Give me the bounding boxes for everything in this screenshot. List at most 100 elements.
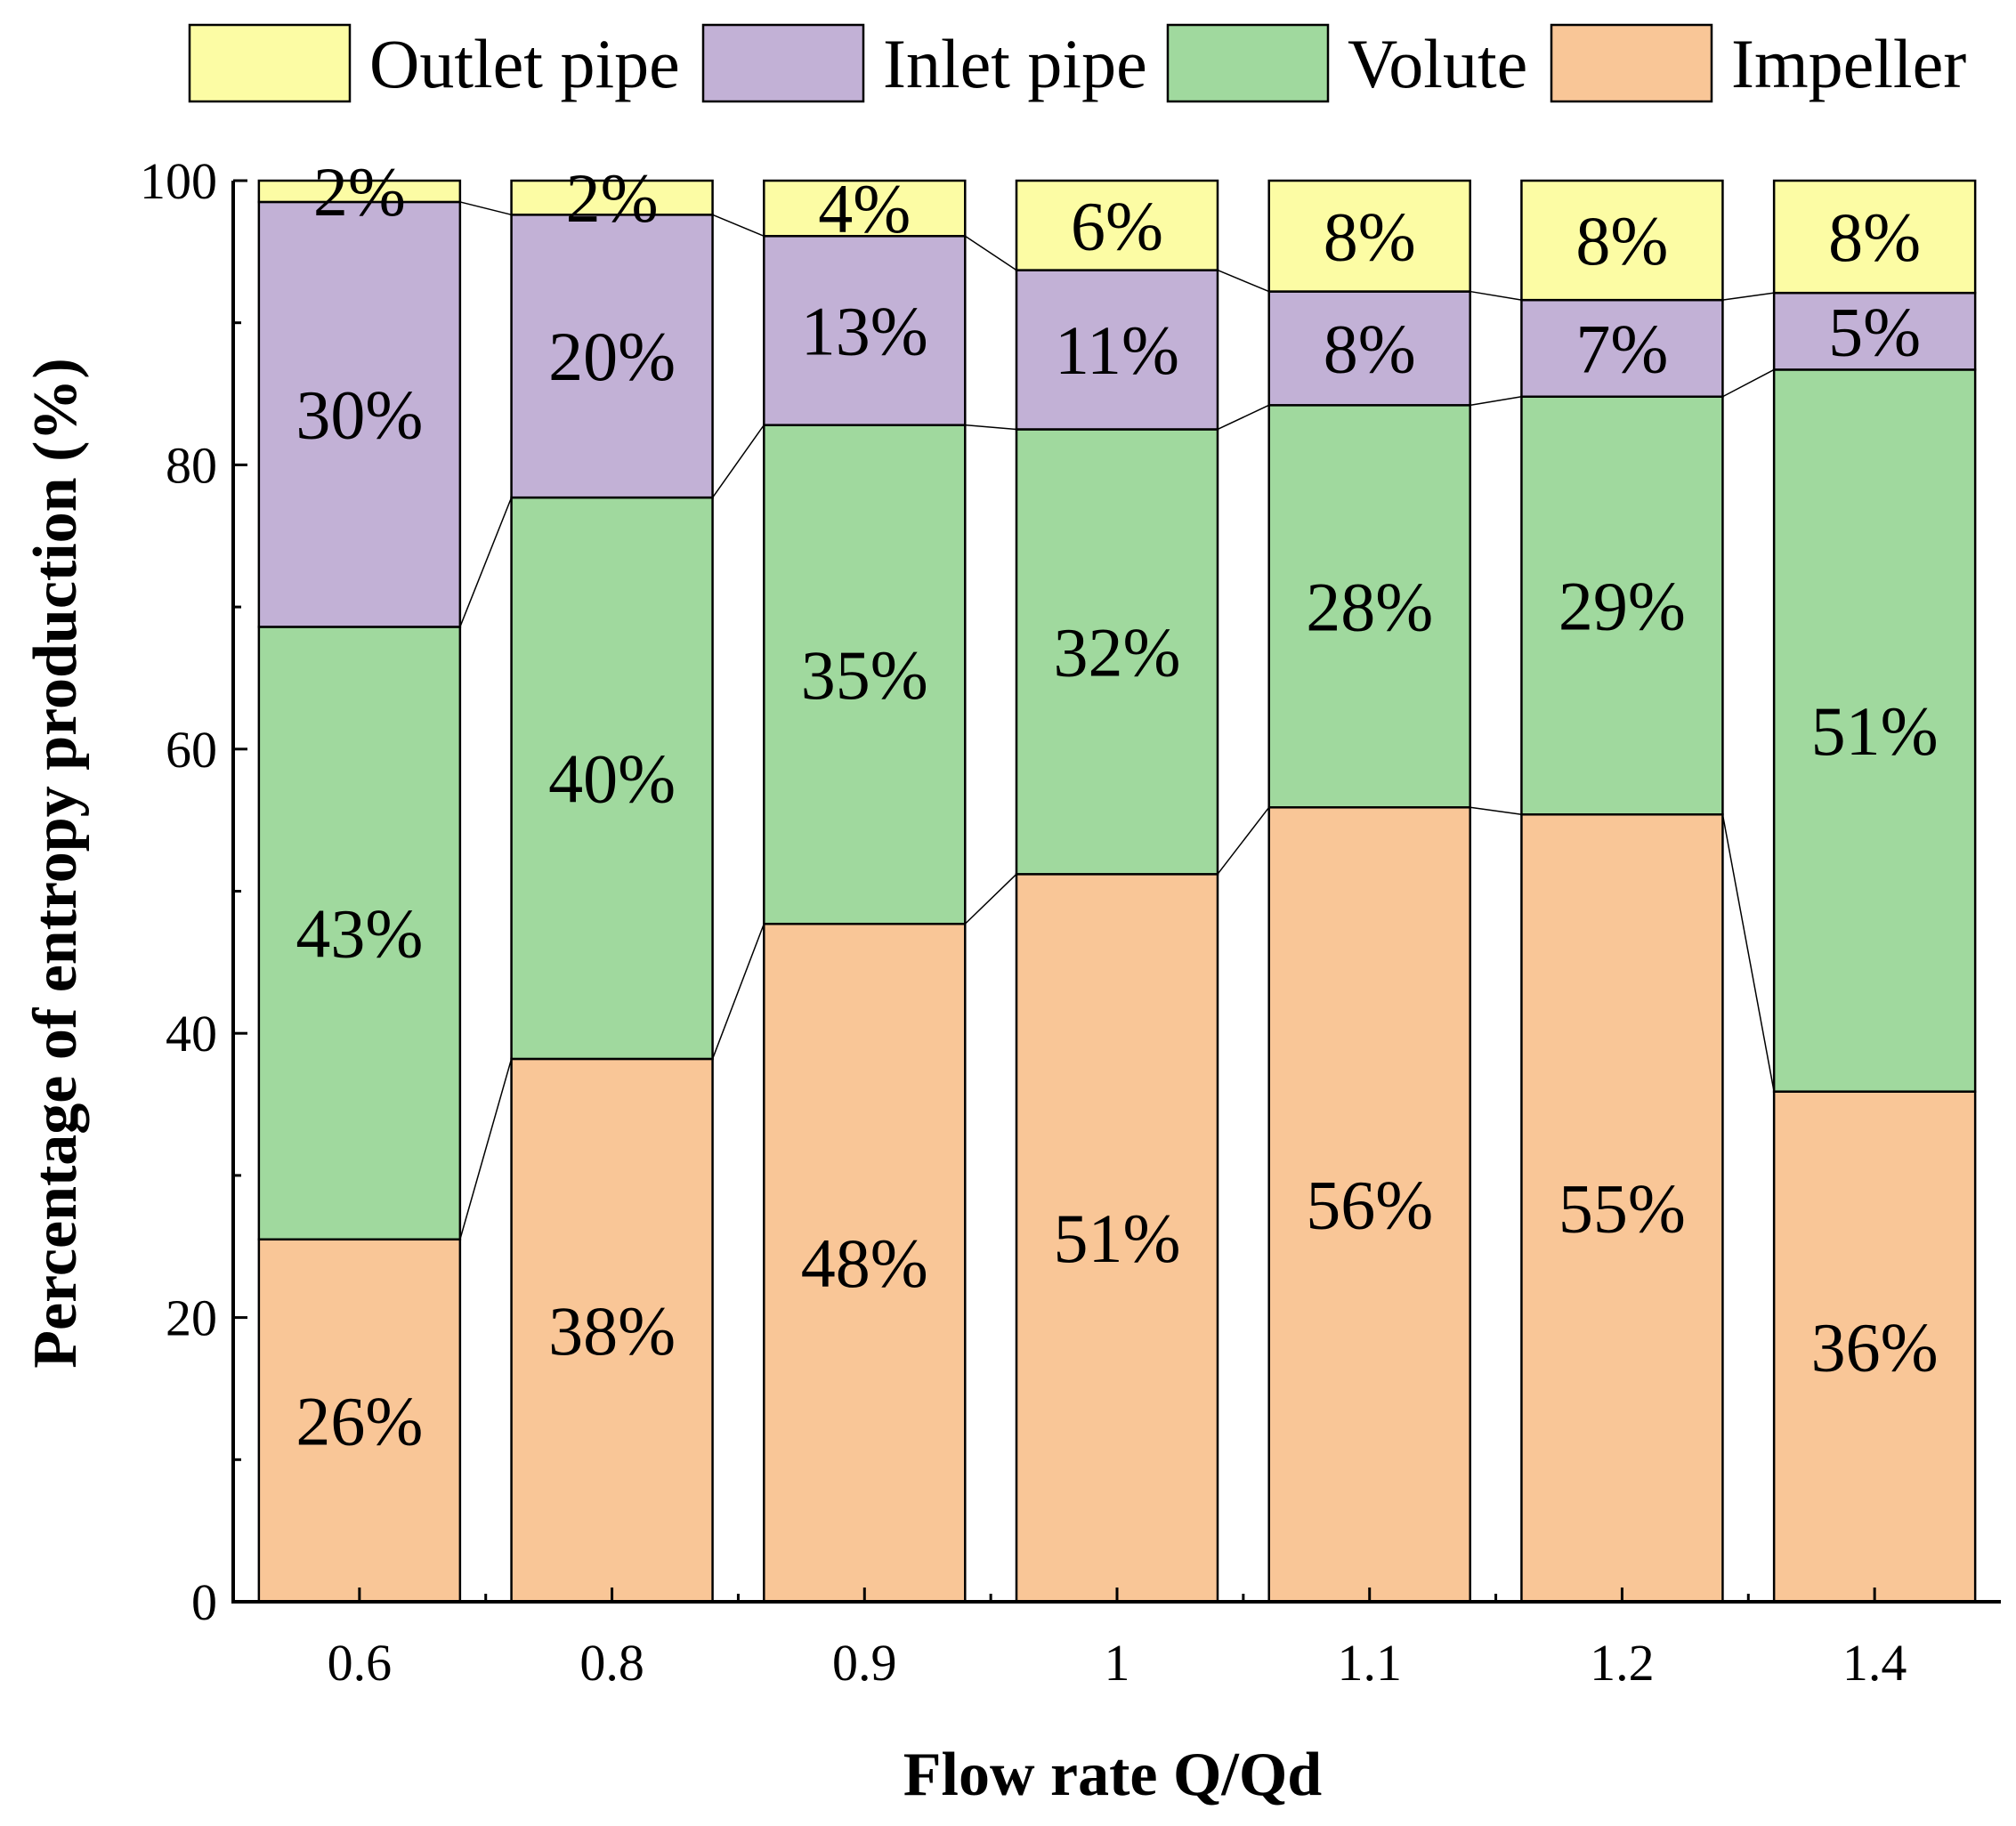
- connector-line: [459, 497, 513, 627]
- axes: 0 20 40 60 80 100 0.6 0.8 0.9 1 1.1 1.2 1.4: [140, 152, 2001, 1692]
- y-tick-label-40: 40: [166, 1005, 217, 1062]
- label-outlet-pipe-0.9: 4%: [818, 170, 911, 247]
- bar-outlet-pipe-1: [1015, 179, 1219, 271]
- label-volute-1.4: 51%: [1811, 692, 1939, 770]
- x-tick-label-0.8: 0.8: [579, 1634, 644, 1692]
- bar-outlet-pipe-1.1: [1267, 179, 1471, 293]
- bar-inlet-pipe-0.8: [510, 214, 714, 499]
- connector-line: [1721, 814, 1775, 1092]
- label-inlet-pipe-1: 11%: [1055, 311, 1179, 389]
- legend: Outlet pipe Inlet pipe Volute Impeller: [188, 23, 1966, 103]
- label-volute-1.2: 29%: [1559, 568, 1686, 645]
- label-volute-1: 32%: [1054, 613, 1181, 691]
- connector-line: [964, 873, 1017, 925]
- legend-swatch-impeller: [1550, 23, 1713, 103]
- connector-line: [1722, 368, 1775, 398]
- y-tick-label-20: 20: [166, 1289, 217, 1347]
- connector-line: [712, 214, 765, 237]
- connector-line: [1469, 806, 1522, 816]
- label-volute-1.1: 28%: [1306, 568, 1433, 645]
- legend-swatch-inlet-pipe: [701, 23, 865, 103]
- label-impeller-1.2: 55%: [1559, 1170, 1686, 1248]
- connector-line: [1722, 292, 1775, 301]
- connector-line: [1469, 290, 1522, 301]
- plot-area: 26% 38% 48% 51% 56% 55% 36% 43% 40% 35% 32% 28% 29% 5…: [140, 152, 2001, 1692]
- bar-volute-1.1: [1267, 404, 1471, 809]
- legend-swatch-outlet-pipe: [188, 23, 352, 103]
- bar-inlet-pipe-1.2: [1520, 298, 1724, 398]
- bar-volute-1.2: [1520, 395, 1724, 816]
- bar-volute-0.6: [257, 626, 462, 1241]
- bar-outlet-pipe-0.9: [763, 179, 967, 238]
- label-inlet-pipe-0.9: 13%: [801, 292, 928, 369]
- bar-volute-0.9: [763, 424, 967, 925]
- connector-line: [1217, 806, 1270, 875]
- bar-outlet-pipe-1.2: [1520, 179, 1724, 302]
- y-tick-label-0: 0: [191, 1573, 217, 1631]
- x-axis-title: Flow rate Q/Qd: [903, 1741, 1323, 1809]
- legend-label-impeller: Impeller: [1731, 25, 1966, 102]
- bar-outlet-pipe-0.6: [257, 179, 462, 204]
- bar-inlet-pipe-0.6: [257, 200, 462, 628]
- bar-inlet-pipe-1: [1015, 269, 1219, 431]
- x-tick-label-0.6: 0.6: [328, 1634, 393, 1692]
- bar-impeller-0.8: [510, 1057, 714, 1604]
- label-inlet-pipe-1.1: 8%: [1324, 310, 1416, 387]
- bar-impeller-1.2: [1520, 813, 1724, 1604]
- connector-line: [711, 424, 765, 498]
- bar-volute-0.8: [510, 496, 714, 1061]
- legend-label-inlet-pipe: Inlet pipe: [883, 25, 1147, 102]
- label-volute-0.9: 35%: [801, 636, 928, 714]
- label-impeller-1: 51%: [1054, 1200, 1181, 1277]
- connector-line: [711, 923, 765, 1060]
- x-tick-label-1: 1: [1105, 1634, 1130, 1692]
- connector-lines: [459, 201, 1775, 1240]
- label-impeller-1.1: 56%: [1306, 1167, 1433, 1244]
- bar-outlet-pipe-0.8: [510, 179, 714, 216]
- connector-line: [965, 424, 1017, 431]
- connector-line: [459, 1058, 513, 1240]
- segment-labels: 26% 38% 48% 51% 56% 55% 36% 43% 40% 35% 32% 28% 29% 5…: [296, 153, 1938, 1459]
- bar-impeller-0.6: [257, 1238, 462, 1604]
- x-tick-label-0.9: 0.9: [832, 1634, 897, 1692]
- label-inlet-pipe-0.6: 30%: [296, 376, 423, 454]
- label-inlet-pipe-1.2: 7%: [1575, 310, 1668, 387]
- y-tick-label-80: 80: [166, 436, 217, 494]
- label-outlet-pipe-0.6: 2%: [313, 153, 406, 230]
- legend-swatch-volute: [1166, 23, 1330, 103]
- bar-impeller-1.1: [1267, 806, 1471, 1604]
- bar-inlet-pipe-1.4: [1772, 291, 1977, 371]
- label-impeller-0.9: 48%: [801, 1224, 928, 1302]
- label-impeller-0.6: 26%: [296, 1382, 423, 1459]
- label-volute-0.6: 43%: [296, 895, 423, 973]
- bar-outlet-pipe-1.4: [1772, 179, 1977, 295]
- x-tick-label-1.2: 1.2: [1590, 1634, 1655, 1692]
- label-impeller-1.4: 36%: [1811, 1308, 1939, 1386]
- label-outlet-pipe-1.4: 8%: [1828, 198, 1921, 276]
- connector-line: [1469, 396, 1522, 407]
- bars: [257, 179, 1977, 1604]
- legend-label-volute: Volute: [1348, 25, 1527, 102]
- legend-label-outlet-pipe: Outlet pipe: [369, 25, 680, 102]
- connector-line: [1217, 404, 1270, 431]
- label-outlet-pipe-1: 6%: [1071, 187, 1163, 264]
- label-volute-0.8: 40%: [548, 740, 676, 818]
- bar-volute-1: [1015, 428, 1219, 876]
- bar-inlet-pipe-0.9: [763, 235, 967, 426]
- label-inlet-pipe-1.4: 5%: [1828, 293, 1921, 370]
- connector-line: [459, 201, 512, 216]
- connector-line: [964, 235, 1017, 271]
- y-tick-label-60: 60: [166, 721, 217, 779]
- label-inlet-pipe-0.8: 20%: [548, 318, 676, 395]
- label-outlet-pipe-1.1: 8%: [1324, 198, 1416, 275]
- y-axis-title: Percentage of entropy production (%): [21, 358, 90, 1368]
- y-tick-label-100: 100: [140, 152, 217, 210]
- label-outlet-pipe-0.8: 2%: [566, 159, 659, 237]
- bar-inlet-pipe-1.1: [1267, 290, 1471, 407]
- label-impeller-0.8: 38%: [548, 1292, 676, 1370]
- x-tick-label-1.1: 1.1: [1337, 1634, 1402, 1692]
- connector-line: [1217, 269, 1270, 293]
- bar-impeller-1: [1015, 873, 1219, 1604]
- label-outlet-pipe-1.2: 8%: [1575, 202, 1668, 279]
